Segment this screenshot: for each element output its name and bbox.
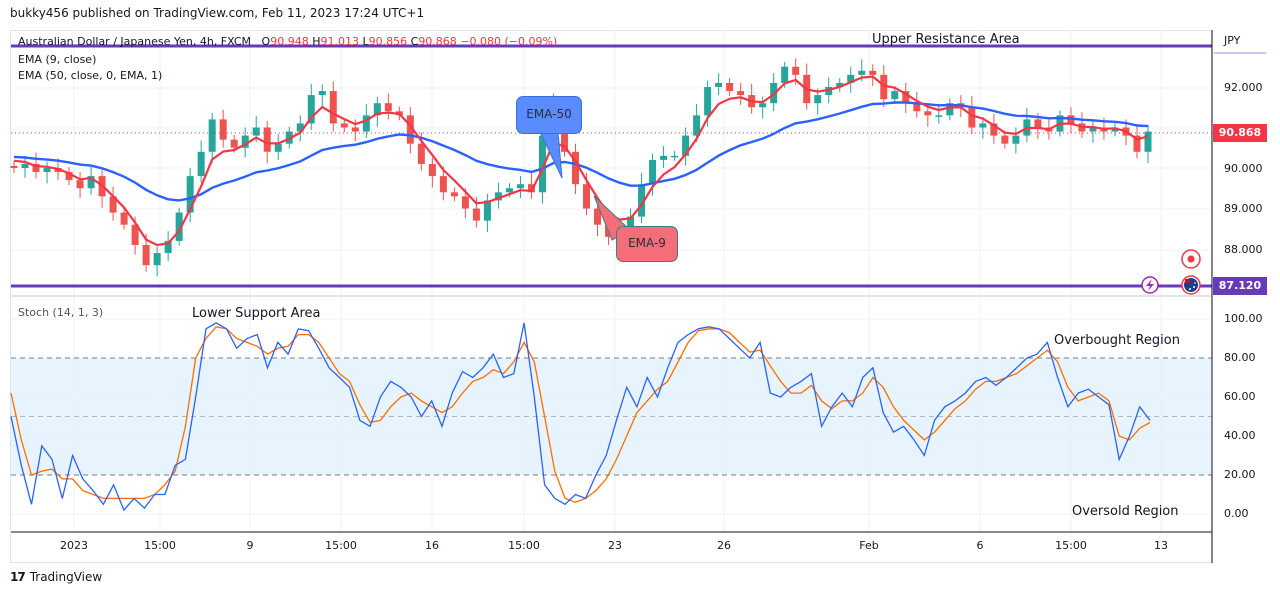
high-value: 91.013 (320, 35, 359, 48)
low-value: 90.856 (368, 35, 408, 48)
stoch-tick-100: 100.00 (1224, 312, 1263, 325)
price-tick-92: 92.000 (1224, 81, 1263, 94)
time-tick: 15:00 (1055, 539, 1087, 552)
time-tick: 2023 (60, 539, 88, 552)
low-label: L (362, 35, 369, 48)
ema9-legend[interactable]: EMA (9, close) (18, 53, 97, 66)
stoch-tick-80: 80.00 (1224, 351, 1256, 364)
change-value: −0.080 (−0.09%) (460, 35, 558, 48)
ema50-line (13, 101, 1149, 202)
tradingview-logo[interactable]: 17 TradingView (10, 570, 102, 584)
ema50-legend[interactable]: EMA (50, close, 0, EMA, 1) (18, 69, 163, 82)
currency-label: JPY (1224, 34, 1241, 47)
time-tick: 15:00 (144, 539, 176, 552)
open-label: O (261, 35, 271, 48)
upper-resistance-label: Upper Resistance Area (872, 32, 1020, 47)
tradingview-logo-icon: 17 (10, 570, 26, 584)
lower-support-label: Lower Support Area (192, 306, 321, 321)
overbought-label: Overbought Region (1054, 333, 1180, 348)
publisher-caption: bukky456 published on TradingView.com, F… (10, 6, 425, 20)
ema9-callout[interactable]: EMA-9 (616, 226, 678, 262)
tradingview-brand: TradingView (29, 570, 103, 584)
aud-flag-icon[interactable] (1181, 275, 1201, 295)
stoch-tick-60: 60.00 (1224, 390, 1256, 403)
ema9-line (13, 75, 1149, 247)
stoch-d-line (10, 326, 1151, 503)
support-price-tag: 87.120 (1213, 277, 1267, 295)
flash-icon[interactable] (1141, 276, 1159, 294)
high-label: H (312, 35, 321, 48)
symbol-name: Australian Dollar / Japanese Yen, 4h, FX… (18, 35, 252, 48)
stoch-tick-40: 40.00 (1224, 429, 1256, 442)
time-tick: Feb (859, 539, 879, 552)
open-value: 90.948 (270, 35, 309, 48)
time-tick: 26 (717, 539, 731, 552)
ema50-callout[interactable]: EMA-50 (516, 96, 582, 134)
time-tick: 15:00 (325, 539, 357, 552)
stoch-k-line (10, 322, 1151, 512)
stoch-guide-lines (11, 357, 1212, 476)
stoch-tick-0: 0.00 (1224, 507, 1249, 520)
time-tick: 6 (976, 539, 984, 552)
time-tick: 15:00 (508, 539, 540, 552)
price-tick-89: 89.000 (1224, 202, 1263, 215)
time-tick: 16 (425, 539, 439, 552)
time-tick: 13 (1154, 539, 1168, 552)
last-price-tag: 90.868 (1213, 124, 1267, 142)
symbol-legend[interactable]: Australian Dollar / Japanese Yen, 4h, FX… (18, 35, 557, 48)
currency-underline (1214, 52, 1266, 54)
alert-icon[interactable] (1181, 249, 1201, 269)
oversold-label: Oversold Region (1072, 504, 1179, 519)
time-tick: 23 (608, 539, 622, 552)
stoch-legend[interactable]: Stoch (14, 1, 3) (18, 306, 104, 319)
time-tick: 9 (246, 539, 254, 552)
stoch-tick-20: 20.00 (1224, 468, 1256, 481)
close-value: 90.868 (418, 35, 457, 48)
price-tick-88: 88.000 (1224, 243, 1263, 256)
price-tick-90: 90.000 (1224, 162, 1263, 175)
close-label: C (410, 35, 419, 48)
